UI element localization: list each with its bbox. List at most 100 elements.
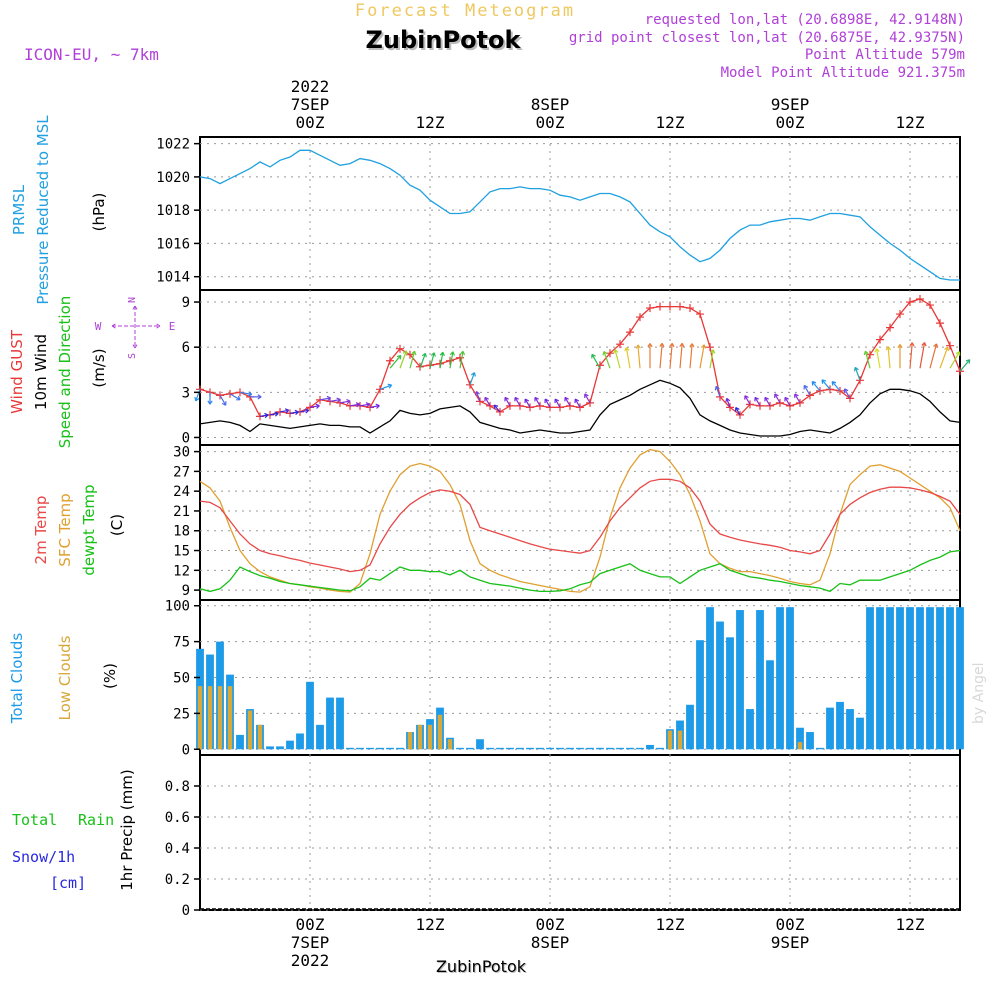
wind-arrow xyxy=(399,350,407,369)
gust-marker xyxy=(786,401,794,410)
axis-labels: 1014101610181020102203699121518212427300… xyxy=(156,77,925,970)
low-clouds-bar xyxy=(677,730,683,750)
total-clouds-bar xyxy=(476,739,484,750)
wind-arrow xyxy=(299,409,309,413)
low-clouds-bar xyxy=(437,714,443,750)
wind-arrow-head xyxy=(909,342,915,347)
total-clouds-bar xyxy=(796,727,804,750)
total-clouds-bar xyxy=(776,607,784,750)
wind-arrow xyxy=(919,342,926,369)
bottom-time-tick-label: 12Z xyxy=(896,915,925,934)
temp-ylabel-2m: 2m Temp xyxy=(32,496,50,565)
gust-marker xyxy=(676,302,684,311)
gust-marker xyxy=(726,403,734,412)
wind-arrow xyxy=(584,393,591,404)
location-title: ZubinPotok xyxy=(366,26,522,54)
total-clouds-bar xyxy=(906,607,914,750)
gust-marker xyxy=(866,350,874,359)
total-clouds-bar xyxy=(576,747,584,750)
low-clouds-bar xyxy=(447,739,453,750)
wind-arrow-head xyxy=(584,393,589,398)
wind-arrow xyxy=(564,397,571,407)
total-clouds-bar xyxy=(596,747,604,750)
total-clouds-bar xyxy=(646,744,654,750)
compass-east: E xyxy=(169,320,176,333)
bottom-time-tick-label: 12Z xyxy=(416,915,445,934)
wind-arrow-head xyxy=(554,398,560,404)
pressure-line xyxy=(199,149,960,281)
wind-arrow-head xyxy=(493,404,499,410)
compass-north: N xyxy=(127,297,138,303)
gust-marker xyxy=(486,401,494,410)
wind-arrow xyxy=(319,397,331,401)
wind-arrow-head xyxy=(574,398,580,404)
wind-arrow-head xyxy=(965,359,971,364)
total-clouds-bar xyxy=(296,733,304,750)
wind-arrow-head xyxy=(602,350,608,356)
clouds-unit: (%) xyxy=(101,663,119,689)
wind-arrow-head xyxy=(459,350,466,356)
temp2m-line xyxy=(199,478,961,573)
gust-marker xyxy=(696,310,704,319)
gust-marker xyxy=(766,401,774,410)
gust-marker xyxy=(806,391,814,400)
gust-marker xyxy=(946,341,954,350)
model-altitude: Model Point Altitude 921.375m xyxy=(721,65,965,81)
wind-arrow-head xyxy=(811,380,817,386)
wind-arrow xyxy=(459,351,464,369)
total-clouds-bar xyxy=(896,607,904,750)
y-tick-label: 24 xyxy=(173,484,190,500)
gust-marker xyxy=(506,401,514,410)
precip-legend-cm: [cm] xyxy=(50,874,86,892)
wind-arrow xyxy=(959,359,971,372)
y-tick-label: 1020 xyxy=(156,170,190,186)
wind-arrow xyxy=(429,352,435,369)
temp-unit: (C) xyxy=(108,514,126,536)
total-clouds-bar xyxy=(656,747,664,750)
y-tick-label: 0 xyxy=(182,430,190,446)
wind-arrow-head xyxy=(679,342,685,348)
wind-arrow xyxy=(259,414,269,417)
wind-arrow-head xyxy=(921,342,927,347)
total-clouds-bar xyxy=(696,640,704,750)
total-clouds-bar xyxy=(836,701,844,750)
pressure-ylabel-1: PRMSL xyxy=(10,184,28,235)
wind-arrow-head xyxy=(710,349,716,354)
wind-arrow xyxy=(929,343,938,369)
wind-arrow xyxy=(854,367,861,381)
wind-arrow xyxy=(726,398,731,408)
low-clouds-bar xyxy=(207,686,213,750)
gust-marker xyxy=(576,403,584,412)
wind-arrow xyxy=(379,384,392,390)
wind-arrow-head xyxy=(236,395,241,401)
total-clouds-bar xyxy=(326,697,334,750)
wind-arrow-head xyxy=(387,383,393,389)
wind10m-line xyxy=(199,379,961,437)
gust-marker xyxy=(756,401,764,410)
y-tick-label: 6 xyxy=(182,340,190,356)
low-clouds-bar xyxy=(407,732,413,750)
wind-arrow xyxy=(229,393,241,401)
total-clouds-bar xyxy=(636,747,644,750)
wind-arrow xyxy=(864,351,871,369)
precip-legend-snow: Snow/1h xyxy=(12,848,75,866)
bottom-date-label: 8SEP xyxy=(531,933,570,952)
total-clouds-bar xyxy=(706,607,714,750)
wind-arrow xyxy=(349,403,360,407)
total-clouds-bar xyxy=(516,747,524,750)
wind-arrow-head xyxy=(613,349,619,354)
wind-arrow-head xyxy=(274,411,279,417)
wind-arrow xyxy=(821,379,831,390)
wind-arrow-head xyxy=(247,391,253,397)
wind-arrow-head xyxy=(624,347,630,352)
wind-arrow xyxy=(504,397,511,407)
temp-ylabel-dewpt: dewpt Temp xyxy=(80,484,98,575)
total-clouds-bar xyxy=(536,747,544,750)
wind-arrow xyxy=(544,398,551,408)
wind-arrow-head xyxy=(863,350,869,356)
wind-arrow xyxy=(269,412,279,416)
wind-arrow xyxy=(784,397,791,407)
low-clouds-bar xyxy=(257,724,263,750)
gust-marker xyxy=(896,310,904,319)
low-clouds-bar xyxy=(427,724,433,750)
